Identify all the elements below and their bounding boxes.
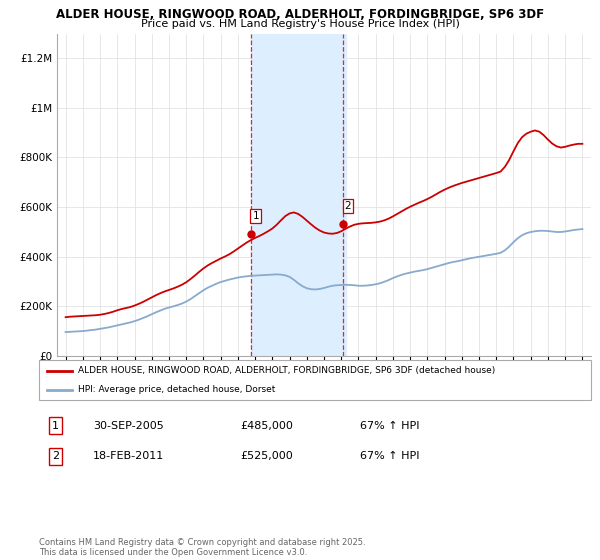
Bar: [251, 34, 346, 356]
Text: ALDER HOUSE, RINGWOOD ROAD, ALDERHOLT, FORDINGBRIDGE, SP6 3DF: ALDER HOUSE, RINGWOOD ROAD, ALDERHOLT, F…: [56, 8, 544, 21]
Text: £525,000: £525,000: [240, 451, 293, 461]
Text: HPI: Average price, detached house, Dorset: HPI: Average price, detached house, Dors…: [77, 385, 275, 394]
Text: 67% ↑ HPI: 67% ↑ HPI: [360, 421, 419, 431]
Text: 18-FEB-2011: 18-FEB-2011: [93, 451, 164, 461]
Text: 67% ↑ HPI: 67% ↑ HPI: [360, 451, 419, 461]
Text: £485,000: £485,000: [240, 421, 293, 431]
Text: 30-SEP-2005: 30-SEP-2005: [93, 421, 164, 431]
Text: Price paid vs. HM Land Registry's House Price Index (HPI): Price paid vs. HM Land Registry's House …: [140, 19, 460, 29]
Text: 1: 1: [253, 211, 259, 221]
Text: 2: 2: [52, 451, 59, 461]
Text: ALDER HOUSE, RINGWOOD ROAD, ALDERHOLT, FORDINGBRIDGE, SP6 3DF (detached house): ALDER HOUSE, RINGWOOD ROAD, ALDERHOLT, F…: [77, 366, 495, 375]
Text: 2: 2: [344, 200, 351, 211]
Text: Contains HM Land Registry data © Crown copyright and database right 2025.
This d: Contains HM Land Registry data © Crown c…: [39, 538, 365, 557]
Text: 1: 1: [52, 421, 59, 431]
